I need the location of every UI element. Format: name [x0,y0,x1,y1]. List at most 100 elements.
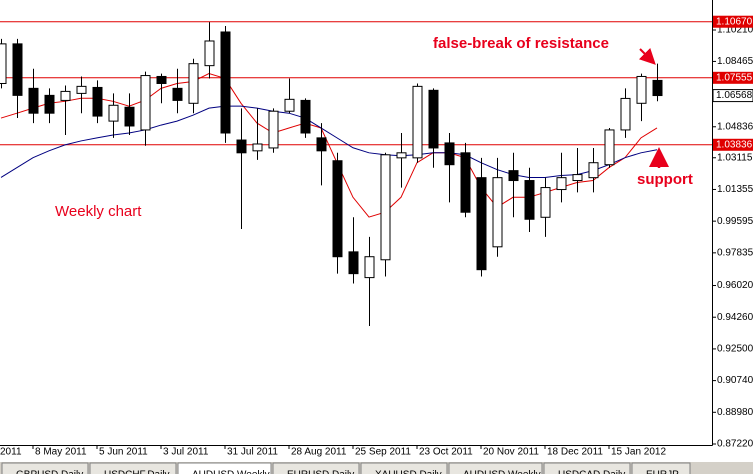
candle-body [396,152,407,159]
candle-body [28,87,39,114]
tab[interactable] [360,462,448,474]
tab-label[interactable]: EURJP [646,470,679,474]
candle-body [636,75,647,104]
x-tick-label: 25 Sep 2011 [355,447,411,458]
candle-body [0,43,7,84]
candle-body [60,90,71,101]
candle-body [572,174,583,182]
tab[interactable] [448,462,543,474]
candle-body [556,177,567,191]
y-tick-label: 1.01355 [717,184,753,195]
x-tick-label: 15 Jan 2012 [611,447,666,458]
y-tick-label: 1.08465 [717,56,753,67]
y-tick-label: 0.96020 [717,280,753,291]
ma-line [0,105,658,178]
candle-body [300,99,311,134]
candle-body [412,85,423,159]
tabs: GBPUSD,Daily USDCHF,Daily AUDUSD,Weekly EUR… [1,462,691,474]
annotation: Weekly chart [55,203,142,220]
tab[interactable] [631,462,691,474]
tab-label[interactable]: USDCAD,Daily [558,470,625,474]
y-tick-label: 0.97835 [717,247,753,258]
candle-body [380,154,391,261]
candle-body [316,137,327,152]
candle-body [364,256,375,279]
y-tick-label: 0.87220 [717,439,753,450]
candle-body [188,63,199,104]
last-price-box [712,89,753,103]
x-tick-label: 20 Nov 2011 [483,447,539,458]
tab[interactable] [177,462,272,474]
annotation: support [637,171,693,188]
y-tick-label: 1.04836 [717,121,753,132]
level-label: 1.07555 [716,72,753,83]
candle-body [428,89,439,149]
candle-body [44,94,55,114]
y-tick-label: 0.94260 [717,312,753,323]
level-label: 1.10670 [716,16,753,27]
candle-body [268,110,279,149]
candle-body [284,98,295,112]
candle-body [140,75,151,131]
level-label-box [713,138,753,151]
last-price-label: 1.06568 [716,90,753,101]
x-tick-label: 2011 [0,447,22,458]
candle-body [156,75,167,84]
y-tick-label: 0.92500 [717,344,753,355]
candle-body [524,180,535,220]
candle-body [92,86,103,117]
candle-body [620,97,631,131]
x-tick-label: 8 May 2011 [35,447,87,458]
candle-body [204,40,215,67]
candle-body [476,177,487,271]
candle-body [12,43,23,96]
candle-body [252,143,263,152]
tab-label[interactable]: EURUSD,Daily [287,470,354,474]
candle-body [172,87,183,101]
candle-body [220,31,231,134]
candle-body [348,251,359,275]
x-tick-label: 23 Oct 2011 [419,447,473,458]
level-label-box [713,15,753,28]
tab-label[interactable]: GBPUSD,Daily [16,470,83,474]
candle-body [588,162,599,179]
level-label-box [713,71,753,84]
annotation-arrow [638,47,656,65]
candle-body [108,104,119,122]
tab[interactable] [543,462,631,474]
candle-body [444,142,455,166]
x-tick-label: 18 Dec 2011 [547,447,603,458]
tab-label[interactable]: USDCHF,Daily [104,470,170,474]
tab-label[interactable]: AUDUSD,Weekly [192,470,270,474]
y-tick-label: 1.03115 [717,152,753,163]
y-tick-label: 1.10210 [717,25,753,36]
candle-body [460,152,471,213]
y-tick-label: 0.99595 [717,216,753,227]
tab-label[interactable]: AUDUSD,Weekly [463,470,541,474]
x-tick-label: 3 Jul 2011 [163,447,209,458]
candle-body [332,160,343,258]
x-tick-label: 28 Aug 2011 [291,447,347,458]
candle-body [652,79,663,97]
candle-body [508,170,519,182]
level-label: 1.03836 [716,139,753,150]
candle-body [236,139,247,154]
annotation: false-break of resistance [433,35,609,52]
candle-body [492,177,503,248]
tab[interactable] [272,462,360,474]
plot-area [0,21,712,327]
x-tick-label: 31 Jul 2011 [227,447,278,458]
tab[interactable] [89,462,177,474]
candle-body [124,106,135,127]
x-tick-label: 5 Jun 2011 [99,447,148,458]
tab[interactable] [1,462,89,474]
candle-body [604,129,615,166]
tab-label[interactable]: XAUUSD,Daily [375,470,442,474]
y-tick-label: 0.90740 [717,375,753,386]
candle-body [540,187,551,218]
y-tick-label: 0.88980 [717,407,753,418]
candle-body [76,85,87,94]
